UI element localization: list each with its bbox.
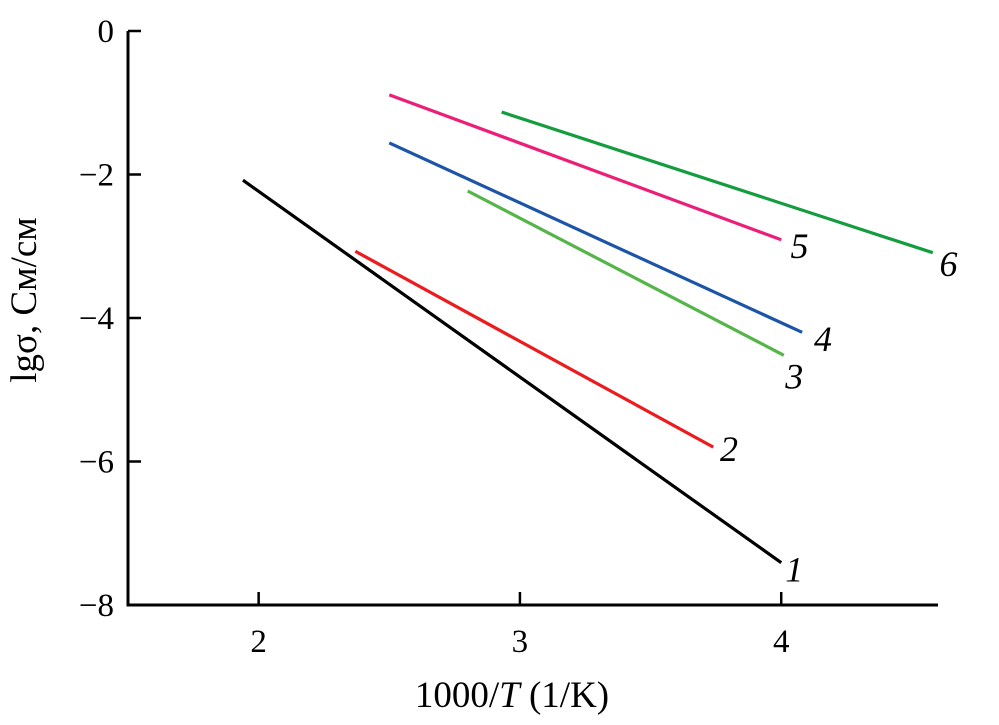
series-label-1: 1 <box>785 549 803 589</box>
y-axis-label: lgσ, См/см <box>4 217 45 382</box>
x-tick-label-4: 4 <box>773 624 790 660</box>
x-axis-label-part-italic: T <box>499 675 522 716</box>
series-label-6: 6 <box>939 244 957 284</box>
plot-series: 1 2 34 5 6 <box>242 93 957 589</box>
plot-axes: 2 3 40−2−4−6−8 <box>79 14 938 660</box>
y-tick-label--6: −6 <box>79 445 114 481</box>
y-tick-label-0: 0 <box>98 14 115 50</box>
series-line-5 <box>388 93 782 242</box>
series-line-6 <box>501 110 934 255</box>
series-line-3 <box>466 189 785 357</box>
series-line-4 <box>388 141 803 334</box>
x-tick-label-2: 2 <box>250 624 267 660</box>
y-tick-label--8: −8 <box>79 588 114 624</box>
series-label-4: 4 <box>814 319 832 359</box>
x-tick-label-3: 3 <box>512 624 529 660</box>
series-line-1 <box>242 178 783 564</box>
x-axis-label: 1000/T (1/K) <box>415 675 609 716</box>
x-axis-label-part: 1000/ <box>415 675 500 716</box>
series-label-3: 3 <box>784 356 803 396</box>
y-tick-label--2: −2 <box>79 158 114 194</box>
series-label-2: 2 <box>720 429 738 469</box>
x-axis-label-part: (1/K) <box>520 675 609 716</box>
series-line-2 <box>354 249 715 449</box>
series-label-5: 5 <box>791 226 809 266</box>
y-tick-label--4: −4 <box>79 301 114 337</box>
